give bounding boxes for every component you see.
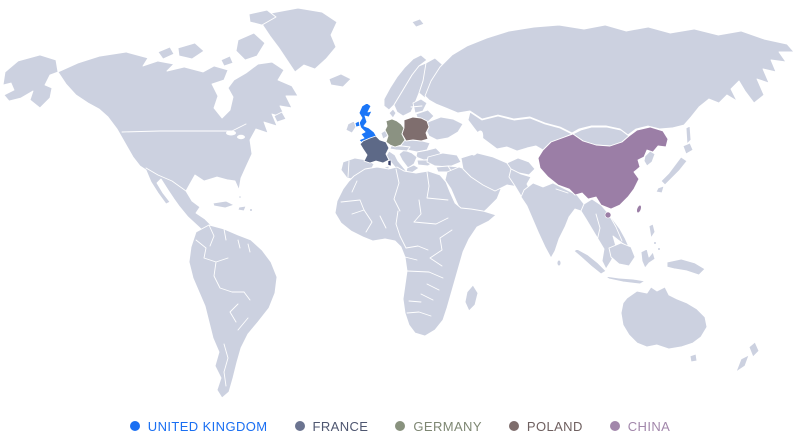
landmass-greenland[interactable]	[261, 7, 338, 73]
island-philippines	[648, 223, 656, 239]
caspian-sea	[470, 130, 484, 156]
country-ukraine[interactable]	[424, 116, 464, 141]
island-philippines-2	[653, 241, 657, 245]
island-sri-lanka	[556, 259, 562, 267]
country-australia[interactable]	[620, 286, 708, 350]
legend-item-germany[interactable]: GERMANY	[395, 420, 482, 433]
landmass-south-america[interactable]	[188, 224, 278, 399]
island-baffin	[235, 32, 266, 61]
island-honshu[interactable]	[660, 156, 688, 186]
legend-label-united-kingdom: UNITED KINGDOM	[147, 418, 268, 434]
island-philippines-3	[657, 247, 661, 251]
island-puerto-rico	[249, 208, 253, 212]
island-tasmania	[689, 353, 698, 363]
island-nz-south	[735, 354, 750, 373]
island-java	[604, 275, 646, 285]
country-denmark	[388, 108, 397, 119]
island-banks	[157, 46, 175, 60]
island-bahamas	[238, 195, 242, 199]
country-china[interactable]	[537, 126, 669, 210]
island-svalbard	[411, 18, 425, 28]
legend-item-united-kingdom[interactable]: UNITED KINGDOM	[129, 418, 268, 434]
island-hokkaido	[682, 142, 694, 155]
country-russia[interactable]	[424, 24, 795, 136]
legend-dot-united-kingdom-icon	[129, 421, 140, 431]
island-sulawesi	[640, 248, 656, 269]
landmass-alaska[interactable]	[2, 54, 59, 109]
island-cuba	[212, 200, 235, 209]
island-newfoundland	[273, 111, 287, 123]
island-corsica	[387, 159, 392, 167]
legend-label-germany: GERMANY	[413, 418, 482, 434]
legend-dot-france-icon	[294, 421, 305, 431]
lake-superior	[226, 130, 236, 136]
island-nz-north	[748, 341, 760, 358]
island-ellesmere	[248, 9, 277, 26]
country-france[interactable]	[359, 135, 390, 164]
island-ireland[interactable]	[345, 120, 357, 134]
legend-item-china[interactable]: CHINA	[609, 418, 671, 434]
island-sakhalin	[685, 125, 692, 145]
country-africa[interactable]	[334, 166, 497, 337]
island-southampton	[220, 55, 234, 67]
legend-item-france[interactable]: FRANCE	[294, 418, 369, 434]
island-sumatra	[573, 248, 607, 275]
country-alps	[389, 145, 411, 152]
country-germany[interactable]	[384, 118, 406, 148]
island-hainan	[604, 211, 612, 219]
country-turkey[interactable]	[426, 152, 462, 168]
lake-huron	[237, 134, 245, 140]
island-kyushu	[655, 185, 665, 194]
legend: UNITED KINGDOM FRANCE GERMANY POLAND CHI…	[0, 407, 800, 445]
legend-label-france: FRANCE	[312, 418, 369, 434]
legend-item-poland[interactable]: POLAND	[508, 418, 583, 434]
legend-dot-china-icon	[609, 421, 620, 431]
island-iceland	[328, 73, 352, 88]
country-borders	[55, 71, 623, 387]
world-map	[2, 7, 795, 399]
legend-dot-germany-icon	[395, 421, 406, 431]
legend-label-poland: POLAND	[526, 418, 583, 434]
island-hispaniola	[237, 205, 247, 212]
island-victoria	[177, 42, 205, 60]
landmass-north-america[interactable]	[57, 51, 299, 236]
country-poland[interactable]	[401, 116, 430, 142]
island-new-guinea	[666, 258, 706, 276]
legend-label-china: CHINA	[627, 418, 671, 434]
island-borneo	[608, 242, 636, 267]
country-northern-ireland[interactable]	[354, 120, 361, 128]
country-india[interactable]	[520, 182, 585, 259]
island-taiwan[interactable]	[636, 204, 642, 214]
legend-dot-poland-icon	[508, 421, 519, 431]
island-madagascar[interactable]	[464, 284, 479, 312]
